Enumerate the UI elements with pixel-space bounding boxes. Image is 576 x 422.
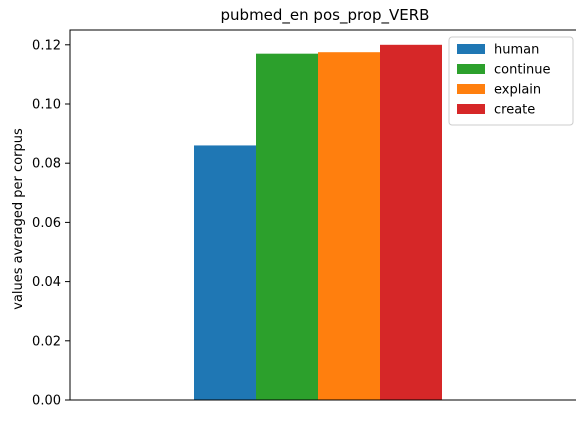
legend-swatch-human bbox=[457, 44, 485, 54]
bar-continue bbox=[256, 54, 318, 400]
y-tick-label: 0.08 bbox=[32, 157, 61, 172]
y-tick-label: 0.06 bbox=[32, 216, 61, 231]
legend-swatch-explain bbox=[457, 84, 485, 94]
y-axis-ticks: 0.00 0.02 0.04 0.06 0.08 0.10 0.12 bbox=[32, 38, 70, 408]
legend-label-explain: explain bbox=[494, 83, 541, 98]
legend-label-human: human bbox=[494, 43, 539, 58]
legend-swatch-create bbox=[457, 104, 485, 114]
bar-human bbox=[194, 145, 256, 400]
legend-swatch-continue bbox=[457, 64, 485, 74]
chart-title: pubmed_en pos_prop_VERB bbox=[221, 6, 430, 25]
legend-label-create: create bbox=[494, 103, 535, 118]
y-tick-label: 0.00 bbox=[32, 394, 61, 409]
legend-label-continue: continue bbox=[494, 63, 551, 78]
y-tick-label: 0.04 bbox=[32, 275, 61, 290]
y-tick-label: 0.10 bbox=[32, 98, 61, 113]
legend: human continue explain create bbox=[449, 37, 573, 125]
y-tick-label: 0.02 bbox=[32, 334, 61, 349]
y-tick-label: 0.12 bbox=[32, 38, 61, 53]
y-axis-title: values averaged per corpus bbox=[11, 128, 26, 310]
bar-explain bbox=[318, 52, 380, 400]
bar-create bbox=[380, 45, 442, 400]
bars-group bbox=[194, 45, 442, 400]
